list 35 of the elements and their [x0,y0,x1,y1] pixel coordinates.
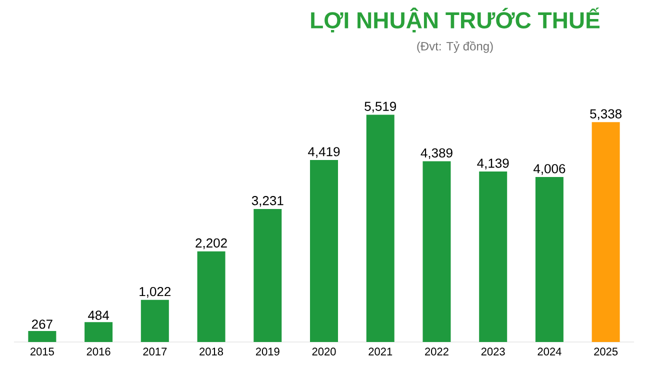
bar [592,122,620,342]
data-label: 4,139 [477,158,509,170]
data-label: 4,006 [533,164,566,175]
bar [28,331,56,342]
bar [84,322,113,342]
x-tick-label: 2015 [30,348,54,356]
bar [366,114,394,342]
chart-title: LỢI NHUẬN TRƯỚC THUẾ [311,8,600,32]
x-tick-label: 2025 [594,348,618,356]
bar [535,177,564,342]
x-tick-label: 2017 [143,348,167,356]
data-label: 267 [32,320,52,329]
bar [140,300,169,342]
x-tick-label: 2019 [256,348,280,356]
chart-subtitle: (Đvt: Tỷ đồng) [417,41,493,53]
bar [422,161,451,342]
x-tick-label: 2022 [425,348,448,356]
data-label: 3,231 [252,196,284,207]
bar [479,172,508,342]
x-tick-label: 2018 [200,348,224,356]
x-tick-label: 2020 [312,348,336,356]
bar [310,160,338,342]
data-label: 4,389 [420,148,452,160]
data-label: 484 [88,310,110,320]
bar [197,251,226,342]
x-tick-label: 2024 [538,348,562,356]
x-tick-label: 2021 [368,348,392,356]
data-label: 4,419 [308,147,340,158]
data-label: 1,022 [140,286,171,298]
data-label: 5,519 [364,102,396,113]
x-tick-label: 2023 [481,348,505,356]
data-label: 5,338 [590,109,622,120]
data-label: 2,202 [196,238,227,250]
x-tick-label: 2016 [86,348,110,356]
bar [254,208,282,342]
